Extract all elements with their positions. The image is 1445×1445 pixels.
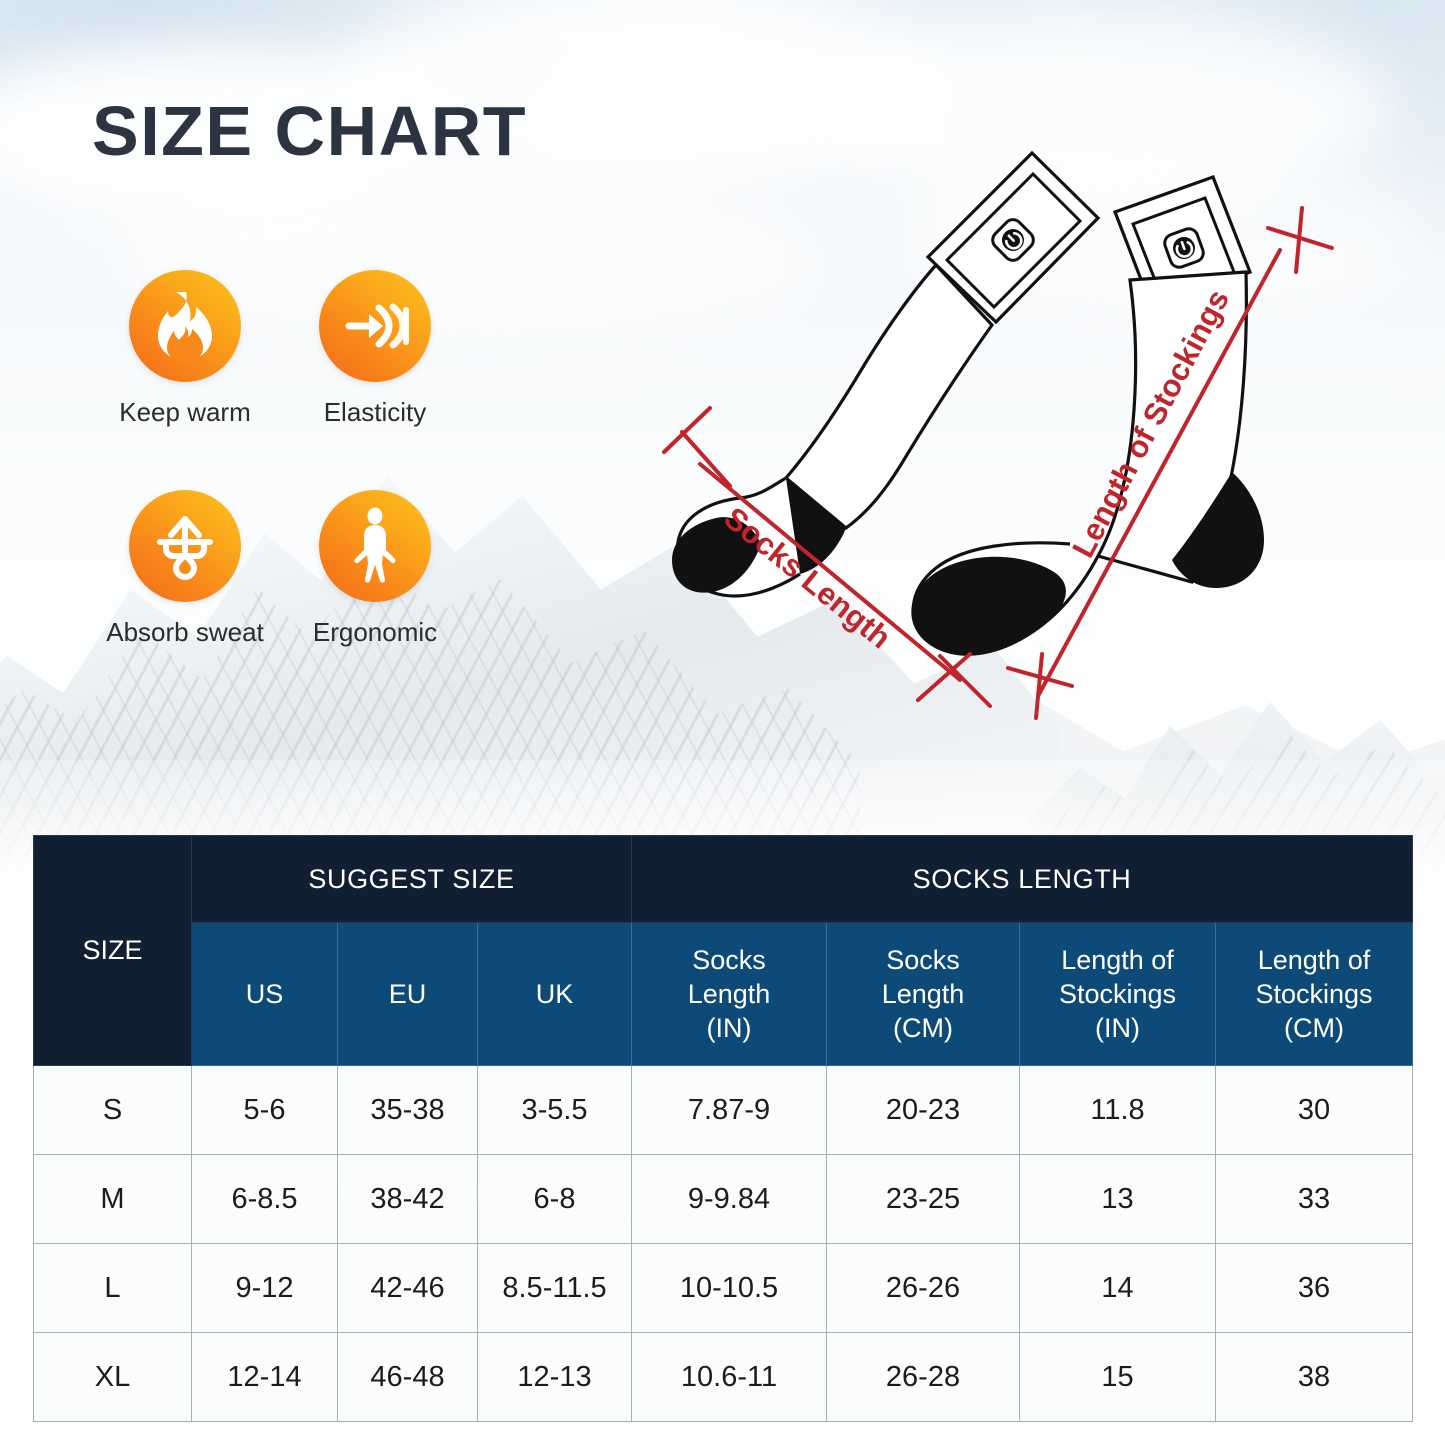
- feature-elasticity: Elasticity: [285, 270, 465, 428]
- sub-header-line1: Length of: [1257, 944, 1371, 975]
- column-header-socks-length-in: Socks Length (IN): [631, 922, 828, 1066]
- cell-uk: 8.5-11.5: [476, 1243, 633, 1333]
- feature-label: Keep warm: [119, 397, 251, 427]
- size-table: SIZE SUGGEST SIZE SOCKS LENGTH US EU UK: [33, 835, 1414, 1422]
- sub-header-line1: EU: [388, 978, 427, 1009]
- sub-header-line1: UK: [535, 978, 574, 1009]
- cell-stock-cm: 30: [1215, 1065, 1414, 1155]
- sock-back: [672, 150, 1101, 598]
- feature-ergonomic: Ergonomic: [285, 490, 465, 648]
- column-header-socks-length-cm: Socks Length (CM): [826, 922, 1021, 1066]
- cell-stock-in: 15: [1019, 1332, 1217, 1422]
- feature-row-top: Keep warm Elasticity: [85, 270, 465, 428]
- absorb-sweat-icon: [129, 490, 241, 602]
- cell-size: L: [33, 1243, 192, 1333]
- cell-uk: 6-8: [476, 1154, 633, 1244]
- table-row: L 9-12 42-46 8.5-11.5 10-10.5 26-26 14 3…: [33, 1243, 1414, 1333]
- cell-stock-cm: 33: [1215, 1154, 1414, 1244]
- human-body-icon: [319, 490, 431, 602]
- cell-socks-cm: 23-25: [826, 1154, 1021, 1244]
- table-row: S 5-6 35-38 3-5.5 7.87-9 20-23 11.8 30: [33, 1065, 1414, 1155]
- cell-stock-in: 14: [1019, 1243, 1217, 1333]
- cell-socks-cm: 20-23: [826, 1065, 1021, 1155]
- feature-keep-warm: Keep warm: [85, 270, 285, 428]
- sub-header-line3: (CM): [893, 1013, 953, 1043]
- cell-us: 5-6: [191, 1065, 338, 1155]
- stockings-length-measure: [1006, 206, 1334, 720]
- sub-header-line1: Socks: [886, 944, 960, 975]
- cell-size: M: [33, 1154, 192, 1244]
- feature-list: Keep warm Elasticity: [85, 270, 465, 648]
- flame-icon: [129, 270, 241, 382]
- group-header-socks-length: SOCKS LENGTH: [631, 835, 1414, 923]
- table-row: XL 12-14 46-48 12-13 10.6-11 26-28 15 38: [33, 1332, 1414, 1422]
- size-table-container: SIZE SUGGEST SIZE SOCKS LENGTH US EU UK: [33, 835, 1414, 1422]
- cell-us: 9-12: [191, 1243, 338, 1333]
- sub-header-line2: Length: [687, 978, 771, 1009]
- cell-socks-cm: 26-28: [826, 1332, 1021, 1422]
- cell-stock-cm: 38: [1215, 1332, 1414, 1422]
- sock-measurement-diagram: Socks Length Length of Stockings: [660, 120, 1440, 740]
- page-title: SIZE CHART: [92, 92, 527, 170]
- cell-us: 12-14: [191, 1332, 338, 1422]
- table-sub-header-row: US EU UK Socks Length (IN) Socks: [34, 922, 1414, 1066]
- cell-stock-in: 13: [1019, 1154, 1217, 1244]
- cell-socks-in: 10.6-11: [631, 1332, 828, 1422]
- sub-header-line3: (IN): [1095, 1013, 1140, 1043]
- cell-eu: 46-48: [337, 1332, 478, 1422]
- sub-header-line2: Length: [881, 978, 965, 1009]
- feature-label: Elasticity: [323, 397, 427, 427]
- cell-stock-in: 11.8: [1019, 1065, 1217, 1155]
- sub-header-line3: (IN): [706, 1013, 752, 1043]
- sub-header-line2: Stockings: [1255, 978, 1373, 1009]
- sub-header-line1: Socks: [692, 944, 766, 975]
- sock-front: [911, 174, 1264, 656]
- cell-socks-in: 7.87-9: [631, 1065, 828, 1155]
- cell-socks-in: 9-9.84: [631, 1154, 828, 1244]
- cell-eu: 35-38: [337, 1065, 478, 1155]
- socks-length-measure: [662, 406, 992, 708]
- column-header-size: SIZE: [33, 835, 192, 1066]
- group-header-suggest-size: SUGGEST SIZE: [190, 835, 633, 923]
- cell-uk: 3-5.5: [476, 1065, 633, 1155]
- cell-socks-in: 10-10.5: [631, 1243, 828, 1333]
- cell-us: 6-8.5: [191, 1154, 338, 1244]
- sub-header-line1: Length of: [1061, 944, 1174, 975]
- cell-eu: 38-42: [337, 1154, 478, 1244]
- column-header-stockings-cm: Length of Stockings (CM): [1215, 922, 1414, 1066]
- feature-label: Ergonomic: [312, 617, 438, 647]
- sub-header-line2: Stockings: [1058, 978, 1177, 1009]
- column-header-uk: UK: [476, 922, 633, 1066]
- cell-eu: 42-46: [337, 1243, 478, 1333]
- elasticity-arrow-icon: [319, 270, 431, 382]
- column-header-eu: EU: [337, 922, 478, 1066]
- feature-row-bottom: Absorb sweat Ergonomic: [85, 490, 465, 648]
- table-group-header-row: SIZE SUGGEST SIZE SOCKS LENGTH: [33, 835, 1414, 1066]
- table-row: M 6-8.5 38-42 6-8 9-9.84 23-25 13 33: [33, 1154, 1414, 1244]
- column-header-us: US: [191, 922, 338, 1066]
- column-header-stockings-in: Length of Stockings (IN): [1019, 922, 1217, 1066]
- feature-absorb-sweat: Absorb sweat: [85, 490, 285, 648]
- cell-uk: 12-13: [476, 1332, 633, 1422]
- cell-size: S: [33, 1065, 192, 1155]
- cell-size: XL: [33, 1332, 192, 1422]
- feature-label: Absorb sweat: [106, 617, 264, 647]
- cell-stock-cm: 36: [1215, 1243, 1414, 1333]
- sub-header-line1: US: [245, 978, 284, 1009]
- sub-header-line3: (CM): [1284, 1013, 1344, 1043]
- cell-socks-cm: 26-26: [826, 1243, 1021, 1333]
